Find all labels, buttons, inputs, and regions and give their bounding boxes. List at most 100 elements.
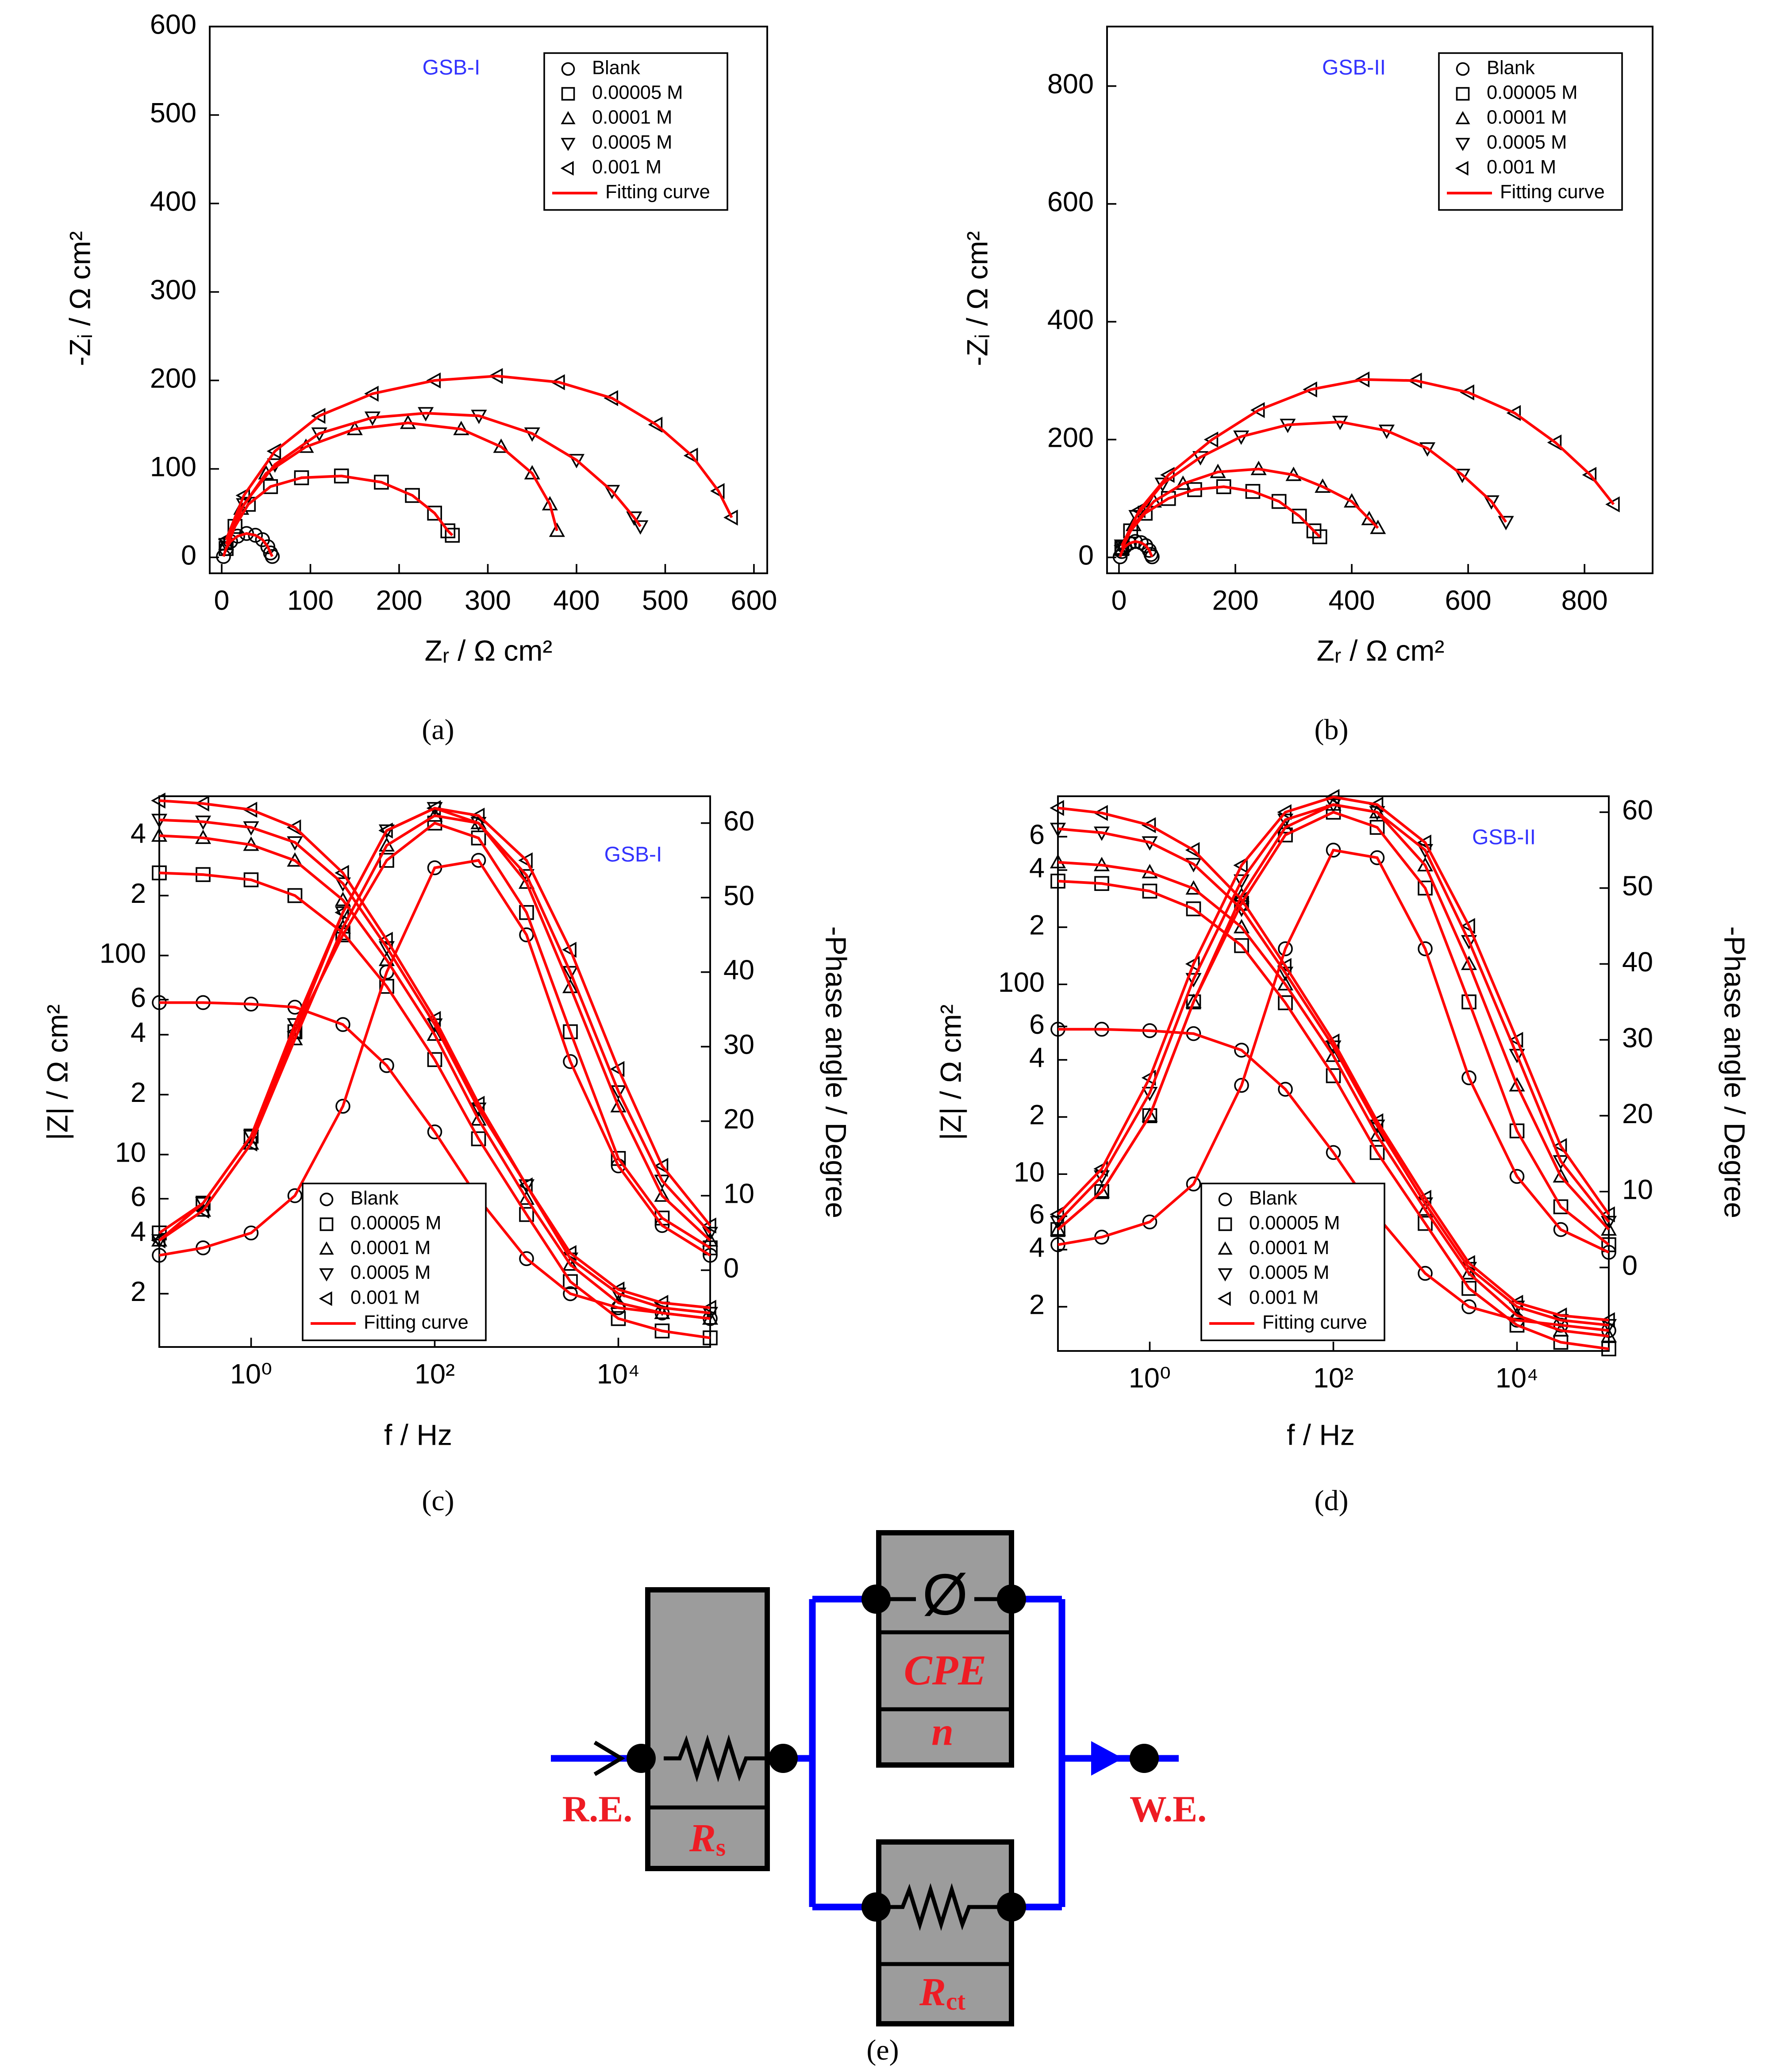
- y2-tick-label: 50: [1622, 871, 1653, 902]
- marker: [702, 1232, 719, 1247]
- y-tick-label: 2: [1029, 910, 1045, 941]
- legend-marker: [1456, 62, 1470, 76]
- marker: [1234, 938, 1249, 953]
- y-tick-label: 4: [1029, 1043, 1045, 1074]
- marker: [1509, 1169, 1525, 1184]
- marker: [1454, 468, 1470, 483]
- marker: [287, 1188, 303, 1203]
- output-arrow: [1091, 1741, 1123, 1776]
- marker: [563, 1274, 578, 1289]
- marker: [470, 1111, 487, 1126]
- marker: [1600, 1206, 1615, 1223]
- marker: [1417, 857, 1434, 871]
- x-tick-label: 10²: [415, 1359, 455, 1390]
- marker: [1326, 1068, 1341, 1083]
- marker: [1419, 442, 1436, 457]
- marker: [335, 877, 351, 892]
- y-tick-label: 2: [131, 878, 146, 909]
- marker: [427, 1026, 443, 1041]
- y2-tick-label: 40: [723, 955, 754, 986]
- marker: [1233, 874, 1250, 889]
- y-tick-label: 2: [131, 1077, 146, 1108]
- panel-label: (a): [422, 714, 454, 746]
- y-axis-label: -Zᵢ / Ω cm²: [63, 231, 96, 366]
- y-tick-label: 2: [1029, 1100, 1045, 1131]
- fit-curve: [159, 799, 711, 1309]
- legend-marker: [561, 138, 576, 151]
- marker: [1509, 1317, 1525, 1333]
- legend-marker: [319, 1268, 334, 1282]
- y-tick-label: 4: [131, 1216, 146, 1247]
- fit-curve: [1057, 806, 1609, 1322]
- y-tick-label: 400: [150, 186, 196, 217]
- marker: [1553, 1222, 1569, 1237]
- marker: [1547, 434, 1562, 451]
- marker: [335, 891, 351, 906]
- legend-label: Blank: [592, 57, 640, 78]
- marker: [1050, 1206, 1064, 1223]
- x-tick-label: 10⁰: [230, 1359, 272, 1390]
- x-tick-label: 500: [642, 585, 688, 616]
- marker: [1601, 1245, 1616, 1260]
- x-tick-label: 600: [1445, 585, 1492, 616]
- marker: [518, 1179, 535, 1194]
- marker: [1553, 1199, 1569, 1214]
- panel-label: (e): [866, 2034, 899, 2066]
- cpe-param: n: [931, 1710, 954, 1754]
- y-axis-label: |Z| / Ω cm²: [934, 1004, 967, 1140]
- marker: [378, 952, 395, 966]
- legend-label: Fitting curve: [1262, 1312, 1367, 1333]
- marker: [1192, 451, 1209, 466]
- y-tick-label: 6: [131, 982, 146, 1013]
- y-tick-label: 0: [1078, 540, 1094, 571]
- annotation: GSB-II: [1472, 826, 1536, 849]
- marker: [242, 1136, 258, 1152]
- y-tick-label: 6: [1029, 1199, 1045, 1230]
- marker: [1138, 538, 1154, 553]
- y-tick-label: 10: [1014, 1157, 1045, 1188]
- legend-label: 0.0005 M: [350, 1262, 431, 1283]
- fit-curve: [159, 834, 711, 1320]
- legend-marker: [1218, 1217, 1232, 1231]
- marker: [562, 966, 579, 981]
- x-tick-label: 400: [1328, 585, 1375, 616]
- x-tick-label: 0: [1111, 585, 1127, 616]
- legend-marker: [561, 62, 575, 76]
- x-tick-label: 10⁴: [597, 1359, 640, 1390]
- marker: [1142, 1107, 1158, 1122]
- marker: [1277, 813, 1294, 828]
- marker: [710, 483, 725, 499]
- marker: [195, 1202, 209, 1219]
- y-tick-label: 800: [1047, 69, 1094, 100]
- legend-label: 0.001 M: [592, 157, 661, 178]
- marker: [519, 927, 534, 943]
- marker: [265, 549, 280, 564]
- y-tick-label: 200: [1047, 422, 1094, 453]
- marker: [1271, 494, 1287, 509]
- legend-box: [1200, 1182, 1385, 1341]
- y2-tick-label: 60: [723, 806, 754, 836]
- marker: [1050, 1216, 1066, 1231]
- marker: [1506, 405, 1521, 421]
- y-tick-label: 100: [100, 938, 146, 969]
- panel-label: (b): [1315, 714, 1349, 746]
- legend-label: 0.00005 M: [592, 82, 683, 104]
- marker: [1460, 384, 1474, 401]
- fit-curve: [1057, 879, 1609, 1351]
- legend-box: [1438, 52, 1623, 211]
- legend-label: Fitting curve: [364, 1312, 469, 1333]
- fit-curve: [1057, 795, 1610, 1216]
- fit-curve: [1120, 378, 1615, 546]
- marker: [151, 1234, 168, 1249]
- circuit-diagram: Ø R.E. W.E. Rs CPE n Rct (e): [550, 1530, 1207, 2066]
- marker: [1461, 935, 1477, 950]
- legend-marker: [561, 111, 576, 124]
- fit-curve: [159, 859, 711, 1257]
- marker: [427, 1124, 442, 1140]
- marker: [1093, 1183, 1110, 1198]
- marker: [1234, 1078, 1249, 1093]
- fit-curve: [1057, 827, 1609, 1327]
- rct-name: R: [919, 1970, 946, 2014]
- marker: [1370, 519, 1386, 534]
